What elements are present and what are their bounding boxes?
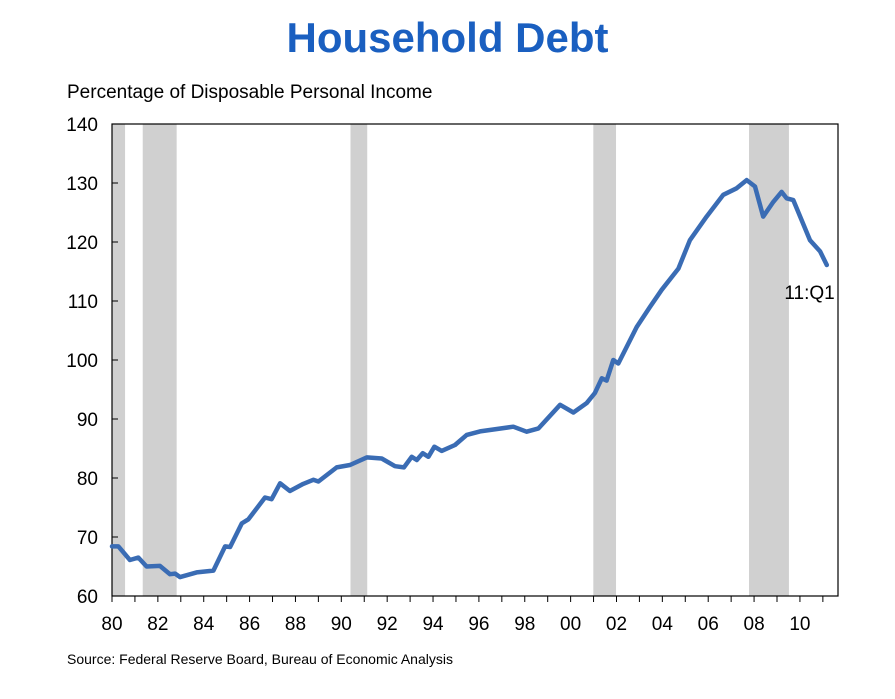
x-tick-label: 86 xyxy=(239,614,260,635)
x-tick-label: 10 xyxy=(789,614,810,635)
x-tick-label: 08 xyxy=(744,614,765,635)
y-tick-label: 120 xyxy=(66,233,98,254)
x-tick-label: 80 xyxy=(101,614,122,635)
x-tick-label: 84 xyxy=(193,614,215,635)
recession-band xyxy=(142,124,177,596)
x-tick-label: 82 xyxy=(147,614,168,635)
x-tick-label: 96 xyxy=(468,614,489,635)
source-note: Source: Federal Reserve Board, Bureau of… xyxy=(67,651,453,667)
y-tick-label: 80 xyxy=(77,469,98,490)
y-tick-label: 60 xyxy=(77,587,98,608)
x-tick-label: 88 xyxy=(285,614,306,635)
y-tick-label: 110 xyxy=(68,292,98,313)
x-tick-label: 06 xyxy=(698,614,719,635)
y-tick-label: 140 xyxy=(66,115,98,136)
annotation-label: 11:Q1 xyxy=(784,283,834,304)
y-tick-label: 70 xyxy=(77,528,98,549)
recession-band xyxy=(593,124,617,596)
x-tick-label: 04 xyxy=(652,614,674,635)
x-tick-label: 90 xyxy=(331,614,352,635)
x-tick-label: 92 xyxy=(377,614,398,635)
y-tick-label: 100 xyxy=(66,351,98,372)
x-tick-label: 02 xyxy=(606,614,627,635)
x-tick-label: 94 xyxy=(422,614,444,635)
y-axis-label: Percentage of Disposable Personal Income xyxy=(67,82,433,103)
chart-title: Household Debt xyxy=(286,14,609,61)
recession-band xyxy=(350,124,368,596)
y-tick-label: 130 xyxy=(66,174,98,195)
recession-band xyxy=(749,124,789,596)
series-line-household-debt xyxy=(109,177,830,580)
plot-frame xyxy=(111,123,839,597)
y-tick-label: 90 xyxy=(77,410,98,431)
x-tick-label: 00 xyxy=(560,614,581,635)
x-tick-label: 98 xyxy=(514,614,535,635)
